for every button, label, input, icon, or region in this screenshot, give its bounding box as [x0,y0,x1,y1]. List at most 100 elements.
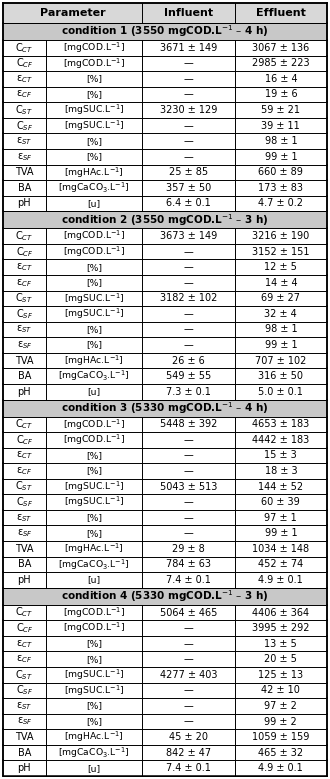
Text: 3673 ± 149: 3673 ± 149 [160,231,217,241]
Text: ε$_{CF}$: ε$_{CF}$ [16,465,32,477]
Text: BA: BA [18,183,31,193]
Text: 173 ± 83: 173 ± 83 [258,183,303,193]
Text: —: — [183,623,193,633]
Text: 97 ± 2: 97 ± 2 [264,701,297,711]
Text: 3995 ± 292: 3995 ± 292 [252,623,310,633]
Bar [3,526,327,541]
Text: 4.7 ± 0.2: 4.7 ± 0.2 [258,199,303,209]
Bar [3,322,327,337]
Text: ε$_{ST}$: ε$_{ST}$ [16,323,33,335]
Text: 99 ± 1: 99 ± 1 [265,528,297,538]
Bar [3,760,327,776]
Text: condition 1 (3550 mgCOD.L$^{-1}$ – 4 h): condition 1 (3550 mgCOD.L$^{-1}$ – 4 h) [61,23,269,40]
Bar [3,228,327,244]
Text: —: — [183,340,193,350]
Text: C$_{ST}$: C$_{ST}$ [16,291,33,305]
Text: ε$_{CF}$: ε$_{CF}$ [16,277,32,289]
Text: [%]: [%] [86,278,102,287]
Text: C$_{SF}$: C$_{SF}$ [16,495,33,509]
Text: 2985 ± 223: 2985 ± 223 [252,58,310,69]
Text: —: — [183,654,193,664]
Bar [3,400,327,417]
Text: [mgCOD.L$^{-1}$]: [mgCOD.L$^{-1}$] [63,432,125,447]
Text: —: — [183,58,193,69]
Bar [3,636,327,651]
Text: 707 ± 102: 707 ± 102 [255,355,307,365]
Text: ε$_{ST}$: ε$_{ST}$ [16,512,33,523]
Text: 3671 ± 149: 3671 ± 149 [160,43,217,53]
Text: 98 ± 1: 98 ± 1 [265,136,297,146]
Bar [3,133,327,149]
Text: C$_{ST}$: C$_{ST}$ [16,103,33,117]
Text: [%]: [%] [86,75,102,83]
Text: C$_{SF}$: C$_{SF}$ [16,118,33,132]
Text: [mgSUC.L$^{-1}$]: [mgSUC.L$^{-1}$] [64,683,124,698]
Bar [3,275,327,291]
Text: ε$_{CT}$: ε$_{CT}$ [16,449,33,461]
Text: C$_{CT}$: C$_{CT}$ [15,605,34,619]
Text: 26 ± 6: 26 ± 6 [172,355,205,365]
Text: 1059 ± 159: 1059 ± 159 [252,732,310,742]
Text: —: — [183,513,193,523]
Text: 4406 ± 364: 4406 ± 364 [252,608,310,618]
Text: condition 3 (5330 mgCOD.L$^{-1}$ – 4 h): condition 3 (5330 mgCOD.L$^{-1}$ – 4 h) [61,400,269,416]
Text: ε$_{SF}$: ε$_{SF}$ [16,716,32,728]
Text: ε$_{CT}$: ε$_{CT}$ [16,261,33,273]
Text: —: — [183,639,193,649]
Text: C$_{SF}$: C$_{SF}$ [16,307,33,321]
Text: 18 ± 3: 18 ± 3 [265,466,297,476]
Text: 45 ± 20: 45 ± 20 [169,732,208,742]
Text: 7.4 ± 0.1: 7.4 ± 0.1 [166,575,211,585]
Text: 125 ± 13: 125 ± 13 [258,670,303,680]
Text: 99 ± 2: 99 ± 2 [264,717,297,727]
Text: C$_{SF}$: C$_{SF}$ [16,683,33,697]
Text: [mgSUC.L$^{-1}$]: [mgSUC.L$^{-1}$] [64,291,124,305]
Text: [mgHAc.L$^{-1}$]: [mgHAc.L$^{-1}$] [64,730,124,745]
Text: C$_{CF}$: C$_{CF}$ [16,621,33,635]
Text: [u]: [u] [87,576,101,584]
Bar [3,3,327,23]
Text: —: — [183,528,193,538]
Text: C$_{CT}$: C$_{CT}$ [15,418,34,432]
Text: 4277 ± 403: 4277 ± 403 [160,670,217,680]
Text: 3152 ± 151: 3152 ± 151 [252,247,310,256]
Bar [3,573,327,587]
Text: 59 ± 21: 59 ± 21 [261,105,300,115]
Bar [3,479,327,495]
Text: 5064 ± 465: 5064 ± 465 [160,608,217,618]
Text: [mgCOD.L$^{-1}$]: [mgCOD.L$^{-1}$] [63,229,125,243]
Bar [3,118,327,133]
Bar [3,353,327,368]
Text: —: — [183,686,193,696]
Bar [3,40,327,55]
Text: 14 ± 4: 14 ± 4 [265,278,297,287]
Bar [3,368,327,384]
Text: —: — [183,247,193,256]
Text: 6.4 ± 0.1: 6.4 ± 0.1 [166,199,211,209]
Text: [mgCaCO$_3$.L$^{-1}$]: [mgCaCO$_3$.L$^{-1}$] [58,746,130,760]
Text: —: — [183,90,193,100]
Text: [mgCOD.L$^{-1}$]: [mgCOD.L$^{-1}$] [63,56,125,71]
Bar [3,337,327,353]
Text: [mgSUC.L$^{-1}$]: [mgSUC.L$^{-1}$] [64,495,124,509]
Text: BA: BA [18,748,31,758]
Bar [3,448,327,464]
Text: BA: BA [18,371,31,381]
Text: [mgCOD.L$^{-1}$]: [mgCOD.L$^{-1}$] [63,41,125,55]
Text: [%]: [%] [86,263,102,272]
Text: —: — [183,324,193,334]
Text: 842 ± 47: 842 ± 47 [166,748,211,758]
Text: [mgCOD.L$^{-1}$]: [mgCOD.L$^{-1}$] [63,605,125,620]
Text: [mgSUC.L$^{-1}$]: [mgSUC.L$^{-1}$] [64,103,124,118]
Text: [mgHAc.L$^{-1}$]: [mgHAc.L$^{-1}$] [64,165,124,180]
Text: condition 4 (5330 mgCOD.L$^{-1}$ – 3 h): condition 4 (5330 mgCOD.L$^{-1}$ – 3 h) [61,588,269,605]
Bar [3,86,327,102]
Bar [3,510,327,526]
Text: [mgSUC.L$^{-1}$]: [mgSUC.L$^{-1}$] [64,118,124,133]
Text: 20 ± 5: 20 ± 5 [264,654,297,664]
Text: 98 ± 1: 98 ± 1 [265,324,297,334]
Bar [3,306,327,322]
Text: ε$_{ST}$: ε$_{ST}$ [16,700,33,712]
Text: 4.9 ± 0.1: 4.9 ± 0.1 [258,575,303,585]
Bar [3,55,327,71]
